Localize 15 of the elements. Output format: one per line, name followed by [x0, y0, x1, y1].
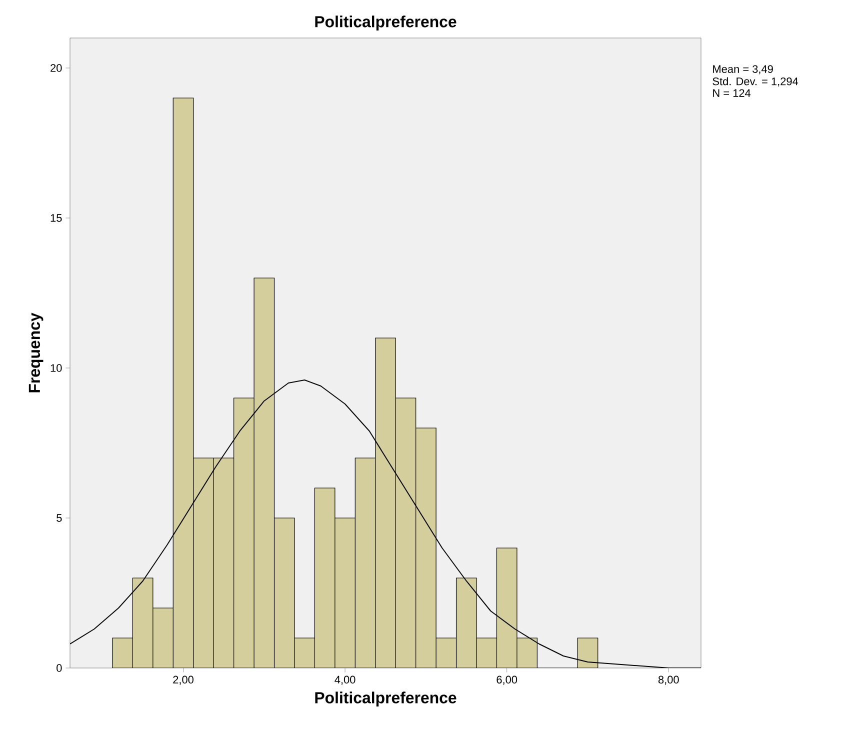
- y-tick-label: 5: [56, 514, 62, 522]
- text: N = 124: [713, 89, 751, 97]
- chart-title: Politicalpreference: [315, 16, 456, 30]
- x-axis-title: Politicalpreference: [315, 692, 456, 707]
- text: Std. Dev. = 1,294: [712, 77, 798, 87]
- x-tick-label: 2,00: [173, 676, 194, 685]
- y-axis-title: Frequency: [28, 312, 44, 392]
- x-tick-label: 6,00: [496, 676, 518, 685]
- y-tick-label: 15: [50, 214, 62, 222]
- x-tick-label: 4,00: [334, 676, 356, 685]
- y-tick-label: 10: [50, 364, 62, 372]
- y-tick-label: 0: [56, 664, 62, 672]
- y-tick-label: 20: [50, 64, 62, 72]
- x-tick-label: 8,00: [658, 676, 679, 685]
- text: Mean = 3,49: [713, 65, 773, 74]
